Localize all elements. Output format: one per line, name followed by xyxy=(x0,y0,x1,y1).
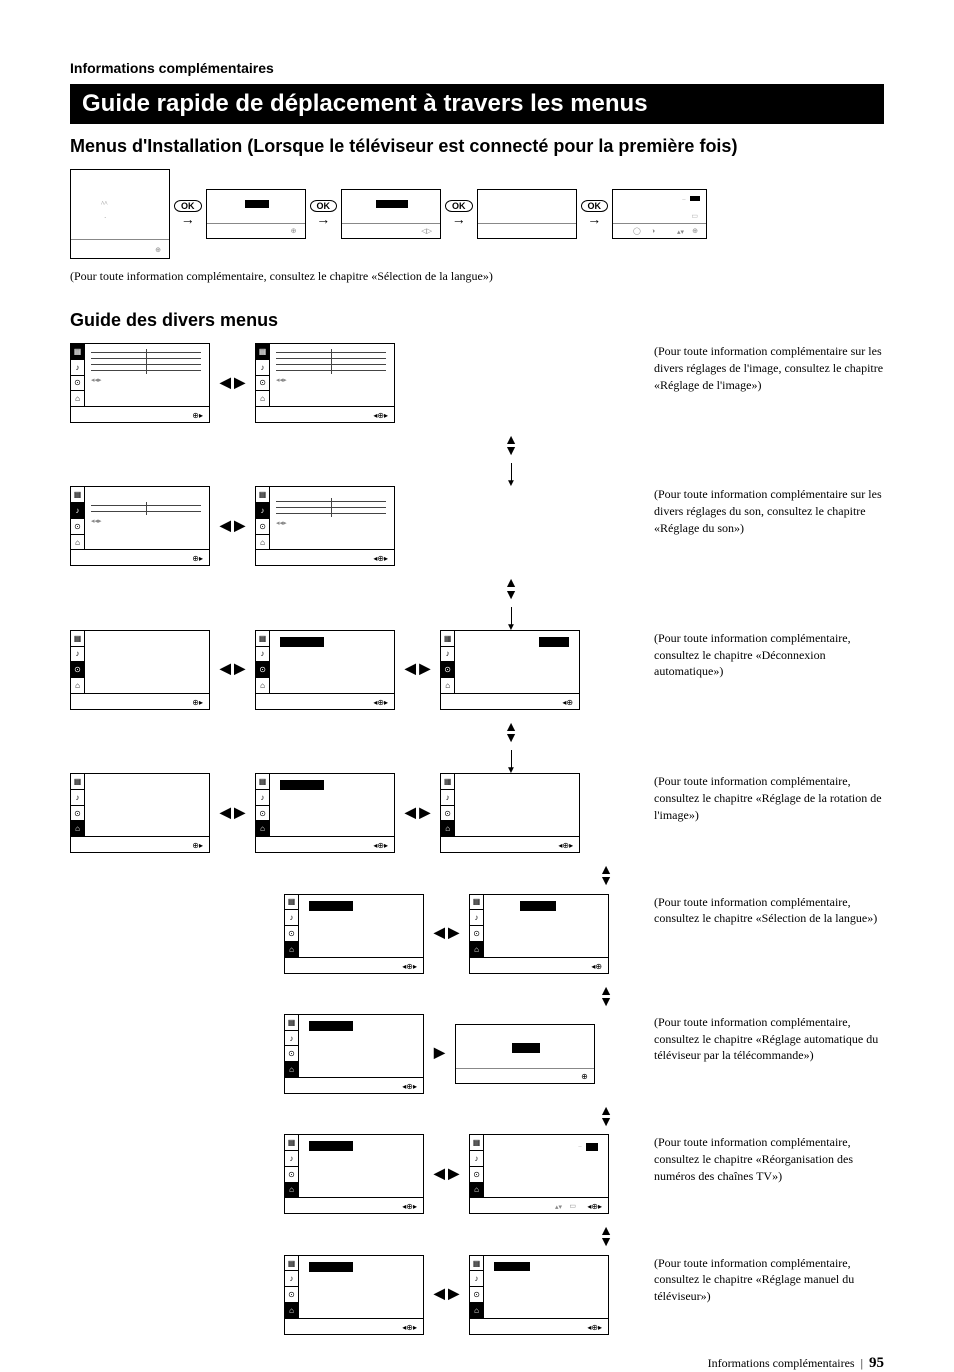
nav-lr-icon: ◀ ▶ xyxy=(405,661,430,678)
menu-box: ▦♪⊙⌂ ◂⊕▸ xyxy=(284,1014,424,1094)
arrow-right-icon: → xyxy=(452,214,466,228)
video-icon: ▦ xyxy=(71,344,84,360)
section-install-heading: Menus d'Installation (Lorsque le télévis… xyxy=(70,136,884,157)
nav-lr-icon: ◀ ▶ xyxy=(434,925,459,942)
row-desc: (Pour toute information complémentaire, … xyxy=(654,1134,884,1184)
arrow-right-icon: → xyxy=(587,214,601,228)
nav-ud-icon: ▲▼ xyxy=(328,986,884,1008)
row-desc: (Pour toute information complémentaire s… xyxy=(654,343,884,393)
menu-box: ▦♪⊙⌂ − ▭ ▴▾ ◂⊕▸ xyxy=(469,1134,609,1214)
install-box-1: ^^ · ⊕ xyxy=(70,169,170,259)
arrow-right-icon: → xyxy=(181,214,195,228)
install-box-5: − ▭ ◯ ◑ ▴▾ ⊕ xyxy=(612,189,707,239)
menu-box: ▦♪⊙⌂ ◂◂▸ ⊕▸ xyxy=(70,343,210,423)
menu-box: ▦♪⊙⌂ ◂◂▸ ◂⊕▸ xyxy=(255,486,395,566)
menu-box: ▦♪⊙⌂ ◂⊕▸ xyxy=(440,773,580,853)
ok-badge: OK xyxy=(174,200,202,212)
install-box-2: ⊕ xyxy=(206,189,306,239)
guide-row-rotation: ▦♪⊙⌂ ⊕▸ ◀ ▶ ▦♪⊙⌂ ◂⊕▸ ◀ ▶ ▦♪⊙⌂ ◂⊕▸ (Pour … xyxy=(70,773,884,853)
menu-box: ▦♪⊙⌂ ◂⊕▸ xyxy=(284,894,424,974)
ok-badge: OK xyxy=(445,200,473,212)
section-guide-heading: Guide des divers menus xyxy=(70,310,884,331)
menu-box: ▦♪⊙⌂ ◂⊕ xyxy=(440,630,580,710)
nav-lr-icon: ◀ ▶ xyxy=(434,1286,459,1303)
install-flow: ^^ · ⊕ OK → ⊕ OK → ◁▷ OK → OK → − ▭ ◯ ◑ ▴▾ ⊕ xyxy=(70,169,884,259)
nav-lr-icon: ◀ ▶ xyxy=(434,1166,459,1183)
install-box-4 xyxy=(477,189,577,239)
menu-box: ▦♪⊙⌂ ◂⊕▸ xyxy=(255,630,395,710)
page-footer: Informations complémentaires | 95 xyxy=(70,1355,884,1372)
menu-box: ▦♪⊙⌂ ◂◂▸ ◂⊕▸ xyxy=(255,343,395,423)
row-desc: (Pour toute information complémentaire, … xyxy=(654,1014,884,1064)
row-desc: (Pour toute information complémentaire, … xyxy=(654,630,884,680)
install-box-3: ◁▷ xyxy=(341,189,441,239)
row-desc: (Pour toute information complémentaire s… xyxy=(654,486,884,536)
row-desc: (Pour toute information complémentaire, … xyxy=(654,773,884,823)
guide-row-sound: ▦♪⊙⌂ ◂◂▸ ⊕▸ ◀ ▶ ▦♪⊙⌂ ◂◂▸ ◂⊕▸ (Pour toute… xyxy=(70,486,884,566)
nav-ud-icon: ▲▼ xyxy=(138,722,884,744)
page-title: Guide rapide de déplacement à travers le… xyxy=(70,84,884,124)
row-desc: (Pour toute information complémentaire, … xyxy=(654,1255,884,1305)
nav-ud-icon: ▲▼ xyxy=(328,1226,884,1248)
nav-lr-icon: ◀ ▶ xyxy=(220,375,245,392)
guide-row-manual: ▦♪⊙⌂ ◂⊕▸ ◀ ▶ ▦♪⊙⌂ ◂⊕▸ (Pour toute inform… xyxy=(70,1255,884,1335)
nav-lr-icon: ◀ ▶ xyxy=(405,805,430,822)
menu-box: ▦♪⊙⌂ ◂⊕▸ xyxy=(469,1255,609,1335)
menu-box: ▦♪⊙⌂ ⊕▸ xyxy=(70,773,210,853)
nav-lr-icon: ◀ ▶ xyxy=(220,518,245,535)
nav-lr-icon: ◀ ▶ xyxy=(220,661,245,678)
menu-box: ▦♪⊙⌂ ◂⊕▸ xyxy=(255,773,395,853)
breadcrumb: Informations complémentaires xyxy=(70,60,884,76)
menu-box: ▦♪⊙⌂ ◂⊕ xyxy=(469,894,609,974)
guide-row-reorganise: ▦♪⊙⌂ ◂⊕▸ ◀ ▶ ▦♪⊙⌂ − ▭ ▴▾ ◂⊕▸ (Pour toute… xyxy=(70,1134,884,1214)
arrow-right-icon: → xyxy=(316,214,330,228)
guide-row-autoprog: ▦♪⊙⌂ ◂⊕▸ ▶ ⊕ (Pour toute information com… xyxy=(70,1014,884,1094)
nav-lr-icon: ◀ ▶ xyxy=(220,805,245,822)
nav-r-icon: ▶ xyxy=(434,1045,445,1062)
guide-row-image: ▦♪⊙⌂ ◂◂▸ ⊕▸ ◀ ▶ ▦♪⊙⌂ ◂◂▸ ◂⊕▸ (Pour toute… xyxy=(70,343,884,423)
nav-ud-icon: ▲▼ xyxy=(138,578,884,600)
guide-row-language: ▦♪⊙⌂ ◂⊕▸ ◀ ▶ ▦♪⊙⌂ ◂⊕ (Pour toute informa… xyxy=(70,894,884,974)
menu-box: ▦♪⊙⌂ ◂⊕▸ xyxy=(284,1255,424,1335)
install-caption: (Pour toute information complémentaire, … xyxy=(70,269,884,284)
nav-ud-icon: ▲▼ xyxy=(328,865,884,887)
menu-box: ▦♪⊙⌂ ◂◂▸ ⊕▸ xyxy=(70,486,210,566)
nav-ud-icon: ▲▼ xyxy=(328,1106,884,1128)
nav-ud-icon: ▲▼ xyxy=(138,435,884,457)
menu-box: ▦♪⊙⌂ ◂⊕▸ xyxy=(284,1134,424,1214)
menu-box: ⊕ xyxy=(455,1024,595,1084)
ok-badge: OK xyxy=(581,200,609,212)
guide-row-timer: ▦♪⊙⌂ ⊕▸ ◀ ▶ ▦♪⊙⌂ ◂⊕▸ ◀ ▶ ▦♪⊙⌂ ◂⊕ (Pour t… xyxy=(70,630,884,710)
menu-box: ▦♪⊙⌂ ⊕▸ xyxy=(70,630,210,710)
row-desc: (Pour toute information complémentaire, … xyxy=(654,894,884,928)
ok-badge: OK xyxy=(310,200,338,212)
